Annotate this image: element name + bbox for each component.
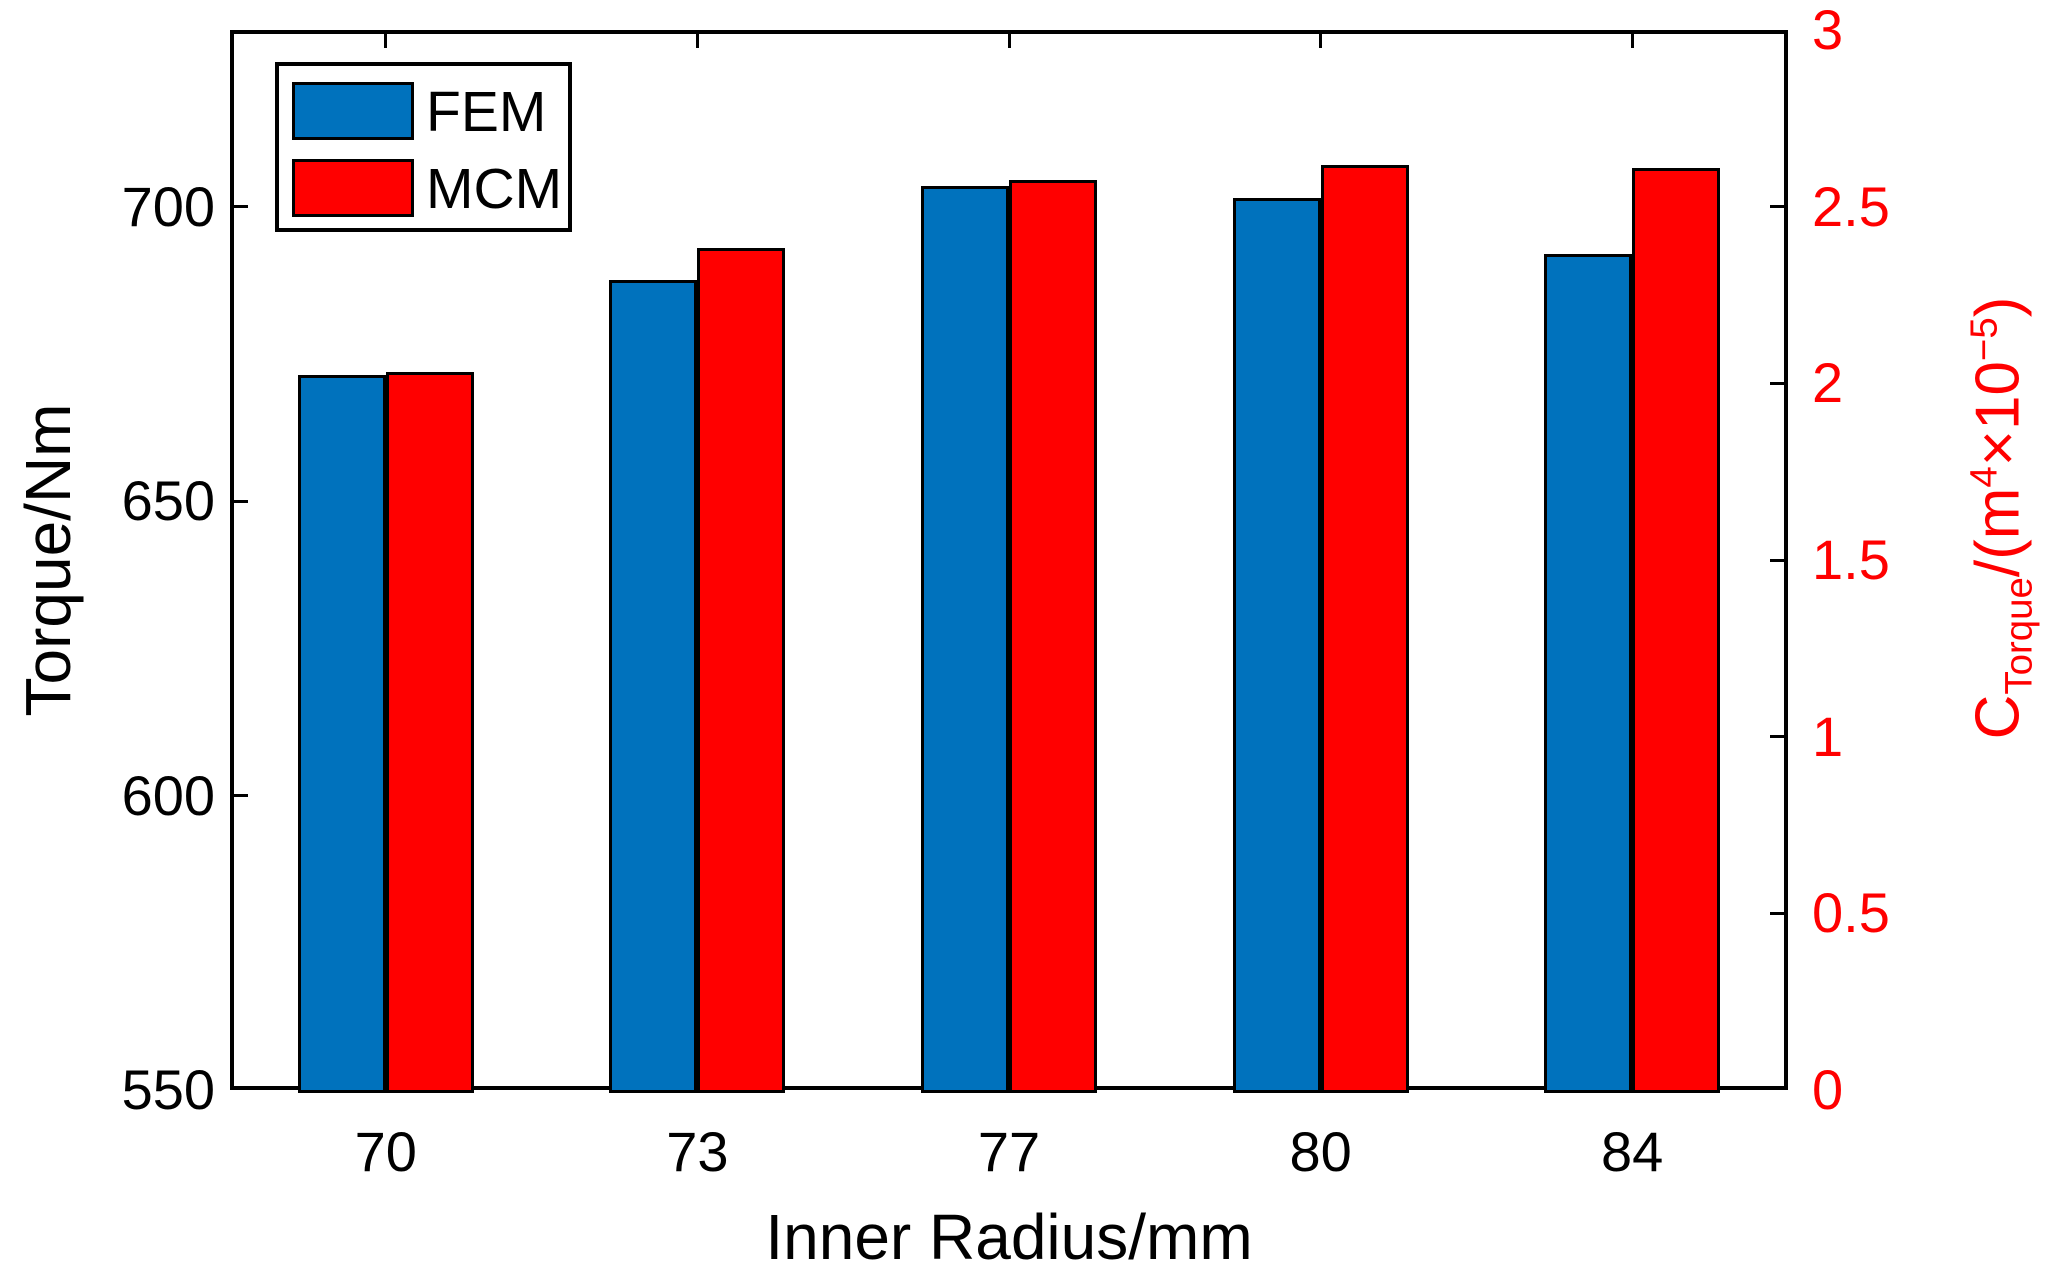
- right-axis-tick-mark: [1770, 205, 1784, 209]
- y-axis-right-label-part: −5: [1962, 317, 2006, 362]
- bar-fem-80: [1232, 197, 1321, 1093]
- left-axis-tick-mark: [234, 205, 248, 209]
- y-axis-right-label-part: 4: [1962, 466, 2006, 488]
- x-axis-label: Inner Radius/mm: [765, 1201, 1253, 1273]
- x-tick-label: 84: [1601, 1120, 1664, 1183]
- y-axis-right-label-part: /(m: [1963, 487, 2033, 578]
- x-tick-label: 77: [977, 1120, 1041, 1183]
- legend: FEM MCM: [275, 62, 572, 232]
- top-axis-tick-mark: [695, 34, 699, 48]
- y-tick-label-right: 1.5: [1812, 528, 1890, 591]
- y-tick-label-left: 550: [121, 1058, 215, 1121]
- y-tick-label-right: 2.5: [1812, 174, 1890, 238]
- y-axis-right-label-part: ): [1963, 296, 2033, 318]
- x-tick-label: 70: [354, 1120, 417, 1183]
- y-axis-right-label: CTorque/(m4×10−5): [1962, 297, 2041, 740]
- legend-swatch-fem: [292, 82, 414, 140]
- left-axis-tick-mark: [234, 794, 248, 798]
- y-tick-label-right: 0: [1812, 1058, 1844, 1121]
- y-tick-label-left: 700: [121, 174, 215, 238]
- y-tick-label-right: 1: [1812, 704, 1844, 768]
- bar-mcm-70: [385, 371, 474, 1093]
- right-axis-tick-mark: [1770, 381, 1784, 385]
- y-axis-left-label: Torque/Nm: [12, 403, 84, 717]
- legend-label-fem: FEM: [426, 80, 547, 144]
- x-tick-label: 80: [1289, 1120, 1352, 1183]
- top-axis-tick-mark: [1630, 34, 1634, 48]
- legend-swatch-mcm: [292, 159, 414, 217]
- right-axis-tick-mark: [1770, 911, 1784, 915]
- right-axis-tick-mark: [1770, 735, 1784, 739]
- bar-fem-70: [297, 374, 386, 1093]
- right-axis-tick-mark: [1770, 558, 1784, 562]
- bar-mcm-73: [697, 247, 786, 1093]
- bar-fem-84: [1544, 253, 1633, 1093]
- x-tick-label: 73: [666, 1120, 729, 1183]
- bar-mcm-77: [1009, 180, 1097, 1093]
- legend-label-mcm: MCM: [426, 157, 563, 221]
- top-axis-tick-mark: [1007, 34, 1011, 48]
- y-tick-label-right: 0.5: [1812, 881, 1890, 945]
- y-tick-label-right: 3: [1812, 0, 1844, 61]
- bar-mcm-84: [1632, 168, 1721, 1093]
- y-tick-label-right: 2: [1812, 351, 1844, 415]
- y-axis-right-label-part: Torque: [1997, 577, 2041, 695]
- bar-fem-77: [921, 186, 1009, 1093]
- y-axis-right-label-part: C: [1963, 694, 2033, 740]
- y-tick-label-left: 600: [121, 763, 215, 827]
- y-tick-label-left: 650: [121, 469, 215, 533]
- y-axis-right-label-part: ×10: [1963, 361, 2033, 467]
- bar-mcm-80: [1320, 165, 1409, 1093]
- left-axis-tick-mark: [234, 499, 248, 503]
- top-axis-tick-mark: [384, 34, 388, 48]
- top-axis-tick-mark: [1319, 34, 1323, 48]
- bar-fem-73: [609, 280, 698, 1093]
